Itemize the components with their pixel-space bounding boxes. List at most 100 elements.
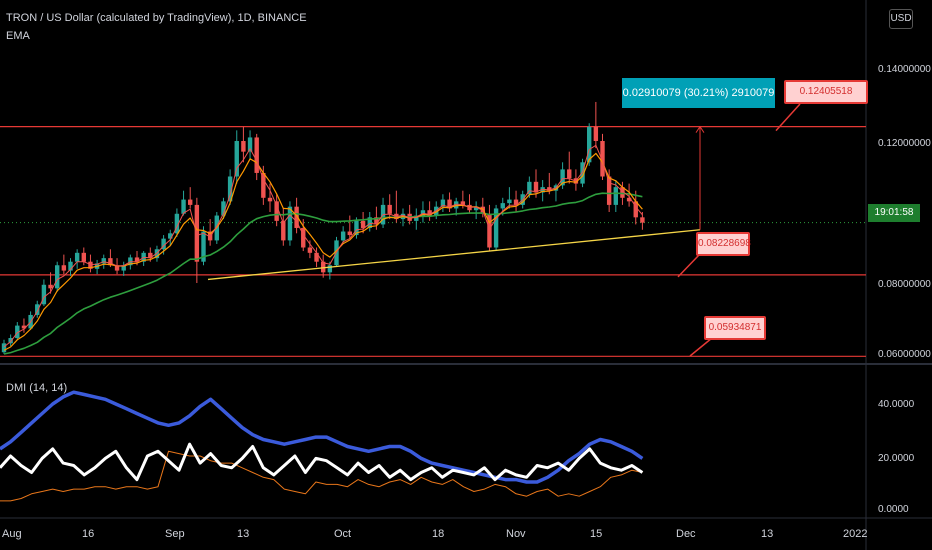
candle-body <box>301 227 306 248</box>
support-trendline <box>207 229 701 281</box>
candle-body <box>247 137 253 152</box>
candle-body <box>360 220 366 228</box>
candle-body <box>48 284 53 289</box>
candle-body <box>507 199 512 204</box>
candle-body <box>547 187 552 191</box>
horizontal-levels[interactable] <box>0 126 866 357</box>
candle-body <box>307 247 313 253</box>
callout-top-level[interactable]: 0.12405518 <box>784 80 868 104</box>
time-label: Dec <box>676 528 696 540</box>
callout-pointer-top <box>775 103 801 132</box>
dmi-adx-line <box>0 390 644 484</box>
candle-body <box>121 265 126 271</box>
candle-body <box>314 252 319 262</box>
time-label: Sep <box>165 528 185 540</box>
price-tick: 0.14000000 <box>878 64 931 75</box>
candle-body <box>626 197 632 202</box>
candle-body <box>227 176 233 202</box>
dmi-pane <box>0 390 644 502</box>
candle-body <box>21 325 27 329</box>
candle-body <box>420 210 426 216</box>
price-tick: 0.08000000 <box>878 279 931 290</box>
candle-body <box>367 217 372 228</box>
candle-body <box>633 201 638 218</box>
time-label: 18 <box>432 528 445 540</box>
candle-body <box>460 201 466 205</box>
candle-body <box>387 204 392 214</box>
candle-body <box>533 181 539 193</box>
candle-body <box>201 231 206 262</box>
candle-body <box>593 126 599 141</box>
candle-body <box>108 258 113 266</box>
price-tick: 0.06000000 <box>878 349 931 360</box>
candle-body <box>487 213 492 248</box>
candle-body <box>241 141 246 152</box>
candle-body <box>88 261 93 269</box>
candle-body <box>101 258 106 264</box>
candle-body <box>148 252 153 259</box>
callout-pointer-mid <box>677 253 701 278</box>
candle-body <box>41 284 47 305</box>
candle-body <box>354 220 359 236</box>
candle-body <box>567 169 572 179</box>
candle-body <box>181 199 186 214</box>
currency-button[interactable]: USD <box>889 9 913 29</box>
ema-fast-line <box>3 144 643 348</box>
candle-body <box>8 338 13 344</box>
time-label: 13 <box>761 528 774 540</box>
candle-body <box>188 199 193 205</box>
price-range-measurement[interactable]: 0.02910079 (30.21%) 2910079 <box>622 78 775 108</box>
candle-body <box>580 162 585 184</box>
candle-body <box>327 265 333 273</box>
candle-body <box>374 217 379 225</box>
candle-body <box>287 206 293 241</box>
candle-body <box>1 343 7 353</box>
time-label: Nov <box>506 528 526 540</box>
candlestick-series <box>1 101 645 354</box>
candle-body <box>168 233 173 239</box>
dmi-plus-line <box>0 442 644 482</box>
symbol-title[interactable]: TRON / US Dollar (calculated by TradingV… <box>6 12 307 24</box>
candle-body <box>55 265 60 289</box>
candle-body <box>221 201 226 216</box>
candle-body <box>440 199 446 207</box>
candle-body <box>620 187 625 198</box>
callout-low-level[interactable]: 0.05934871 <box>704 316 766 340</box>
dmi-tick: 40.0000 <box>878 399 915 410</box>
candle-body <box>274 201 279 221</box>
ema-lines <box>3 144 643 355</box>
candle-body <box>134 257 140 262</box>
candle-body <box>267 197 273 202</box>
dmi-indicator-label[interactable]: DMI (14, 14) <box>6 382 68 394</box>
candle-body <box>68 261 73 271</box>
candle-body <box>500 203 505 209</box>
ema-mid-line <box>3 152 643 351</box>
candle-body <box>560 169 565 186</box>
projection-arrow-head <box>695 125 705 133</box>
candle-body <box>427 210 432 216</box>
candle-body <box>15 325 20 339</box>
candle-body <box>61 265 67 271</box>
candle-body <box>294 206 299 228</box>
candle-body <box>513 199 519 205</box>
candle-body <box>347 231 352 236</box>
candle-body <box>640 217 645 223</box>
candle-body <box>234 141 239 177</box>
candle-body <box>414 215 419 221</box>
price-tick: 0.12000000 <box>878 138 931 149</box>
candle-body <box>261 172 266 198</box>
candle-body <box>473 206 479 211</box>
candle-body <box>447 199 452 209</box>
candle-body <box>613 187 618 205</box>
ema-indicator-label[interactable]: EMA <box>6 30 30 42</box>
candle-body <box>35 304 40 315</box>
drawing-overlays[interactable] <box>207 103 801 357</box>
dmi-tick: 0.0000 <box>878 504 909 515</box>
candle-body <box>587 126 592 163</box>
time-label: 15 <box>590 528 603 540</box>
callout-support-level[interactable]: 0.08228698 <box>696 232 751 256</box>
candle-body <box>340 231 346 241</box>
time-label: Oct <box>334 528 352 540</box>
current-price-tag: 19:01:58 <box>868 204 920 222</box>
